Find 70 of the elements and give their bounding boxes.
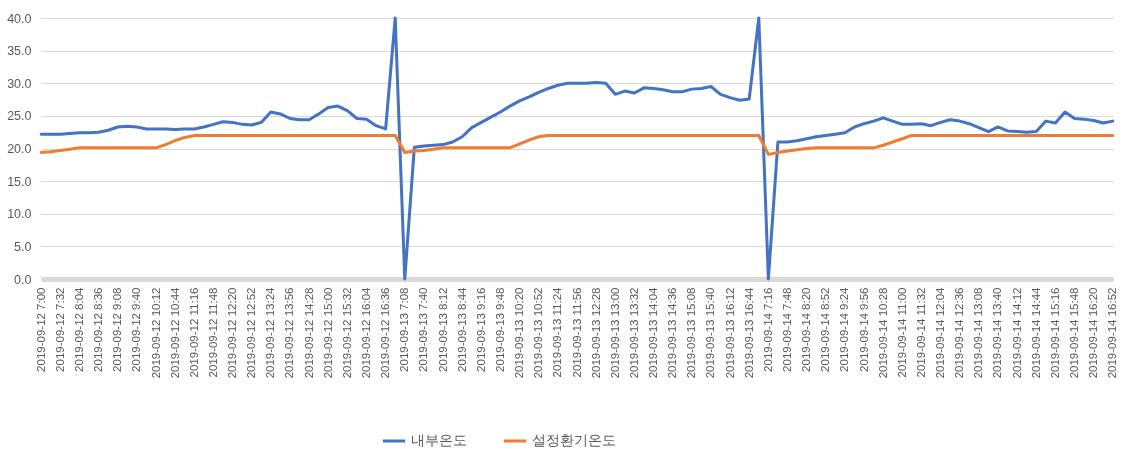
x-tick-label: 2019-09-14 9:24 <box>838 286 851 372</box>
x-tick-label: 2019-09-12 8:04 <box>72 286 85 372</box>
x-tick-label: 2019-09-14 12:04 <box>934 286 947 379</box>
x-tick-label: 2019-09-14 13:40 <box>991 287 1004 379</box>
x-tick-label: 2019-09-13 15:08 <box>685 287 698 379</box>
x-tick-label: 2019-09-13 9:48 <box>493 287 506 372</box>
line-series <box>39 133 1115 156</box>
x-tick-label: 2019-09-13 11:56 <box>570 287 583 378</box>
x-tick-label: 2019-09-13 16:12 <box>723 287 736 379</box>
x-tick-label: 2019-09-12 15:00 <box>321 287 334 379</box>
x-tick-label: 2019-09-12 7:32 <box>53 287 66 372</box>
x-tick-label: 2019-09-14 13:08 <box>972 287 985 379</box>
y-tick-label: 5.0 <box>14 239 32 254</box>
y-tick-label: 0.0 <box>14 272 32 287</box>
x-tick-label: 2019-09-12 11:16 <box>187 287 200 378</box>
x-tick-label: 2019-09-13 15:40 <box>704 287 717 379</box>
x-tick-label: 2019-09-13 16:44 <box>742 286 755 379</box>
x-tick-label: 2019-09-12 13:56 <box>283 287 296 379</box>
x-tick-label: 2019-09-14 9:56 <box>857 287 870 372</box>
x-tick-label: 2019-09-13 13:00 <box>608 287 621 379</box>
y-tick-label: 40.0 <box>7 11 32 26</box>
x-tick-label: 2019-09-14 11:32 <box>914 287 927 378</box>
x-tick-label: 2019-09-14 10:28 <box>876 287 889 379</box>
x-tick-label: 2019-09-13 8:12 <box>436 287 449 372</box>
x-tick-label: 2019-09-13 12:28 <box>589 287 602 379</box>
y-tick-label: 20.0 <box>7 142 32 156</box>
x-tick-label: 2019-09-12 8:36 <box>92 287 105 372</box>
x-tick-label: 2019-09-13 9:16 <box>474 287 487 372</box>
x-tick-label: 2019-09-13 11:24 <box>551 286 564 378</box>
legend-label: 내부온도 <box>411 432 467 448</box>
x-tick-label: 2019-09-14 11:00 <box>895 287 908 378</box>
y-tick-label: 25.0 <box>7 109 32 124</box>
x-tick-label: 2019-09-12 9:40 <box>130 287 143 372</box>
x-tick-label: 2019-09-14 15:16 <box>1048 287 1061 379</box>
x-tick-label: 2019-09-13 14:04 <box>647 286 660 379</box>
x-tick-label: 2019-09-14 7:16 <box>761 287 774 372</box>
x-tick-label: 2019-09-14 7:48 <box>781 287 793 372</box>
x-tick-label: 2019-09-14 15:48 <box>1068 287 1081 379</box>
x-tick-label: 2019-09-13 7:08 <box>398 287 411 372</box>
x-tick-label: 2019-09-12 16:36 <box>379 287 392 379</box>
x-tick-label: 2019-09-13 13:32 <box>627 287 640 379</box>
x-tick-label: 2019-09-14 16:20 <box>1087 287 1100 379</box>
legend-label: 설정환기온도 <box>532 432 616 448</box>
y-tick-label: 10.0 <box>7 207 32 222</box>
x-tick-label: 2019-09-14 12:36 <box>953 287 966 379</box>
x-tick-label: 2019-09-13 7:40 <box>417 287 430 372</box>
x-tick-label: 2019-09-12 16:04 <box>360 286 372 379</box>
x-tick-label: 2019-09-14 8:20 <box>800 287 813 372</box>
x-tick-label: 2019-09-13 8:44 <box>455 286 468 372</box>
y-tick-label: 30.0 <box>7 76 32 91</box>
y-tick-label: 15.0 <box>7 174 32 189</box>
x-tick-label: 2019-09-12 12:52 <box>245 287 258 379</box>
x-tick-label: 2019-09-13 10:20 <box>513 287 526 379</box>
line-series <box>39 16 1115 281</box>
x-tick-label: 2019-09-14 16:52 <box>1106 287 1119 379</box>
x-tick-label: 2019-09-12 10:44 <box>168 286 181 379</box>
x-tick-label: 2019-09-12 12:20 <box>226 287 239 379</box>
x-tick-label: 2019-09-13 14:36 <box>666 287 679 379</box>
x-tick-label: 2019-09-12 13:24 <box>264 286 277 379</box>
x-tick-label: 2019-09-14 8:52 <box>819 287 832 372</box>
x-tick-label: 2019-09-13 10:52 <box>532 287 545 379</box>
x-tick-label: 2019-09-12 7:00 <box>34 287 47 372</box>
x-tick-label: 2019-09-12 15:32 <box>340 287 353 379</box>
y-tick-label: 35.0 <box>7 44 32 59</box>
x-tick-label: 2019-09-12 14:28 <box>302 287 315 379</box>
x-tick-label: 2019-09-14 14:44 <box>1029 286 1042 379</box>
x-tick-label: 2019-09-14 14:12 <box>1010 287 1023 379</box>
x-tick-label: 2019-09-12 9:08 <box>111 287 124 372</box>
x-tick-label: 2019-09-12 10:12 <box>149 287 162 379</box>
x-tick-label: 2019-09-12 11:48 <box>206 287 219 378</box>
